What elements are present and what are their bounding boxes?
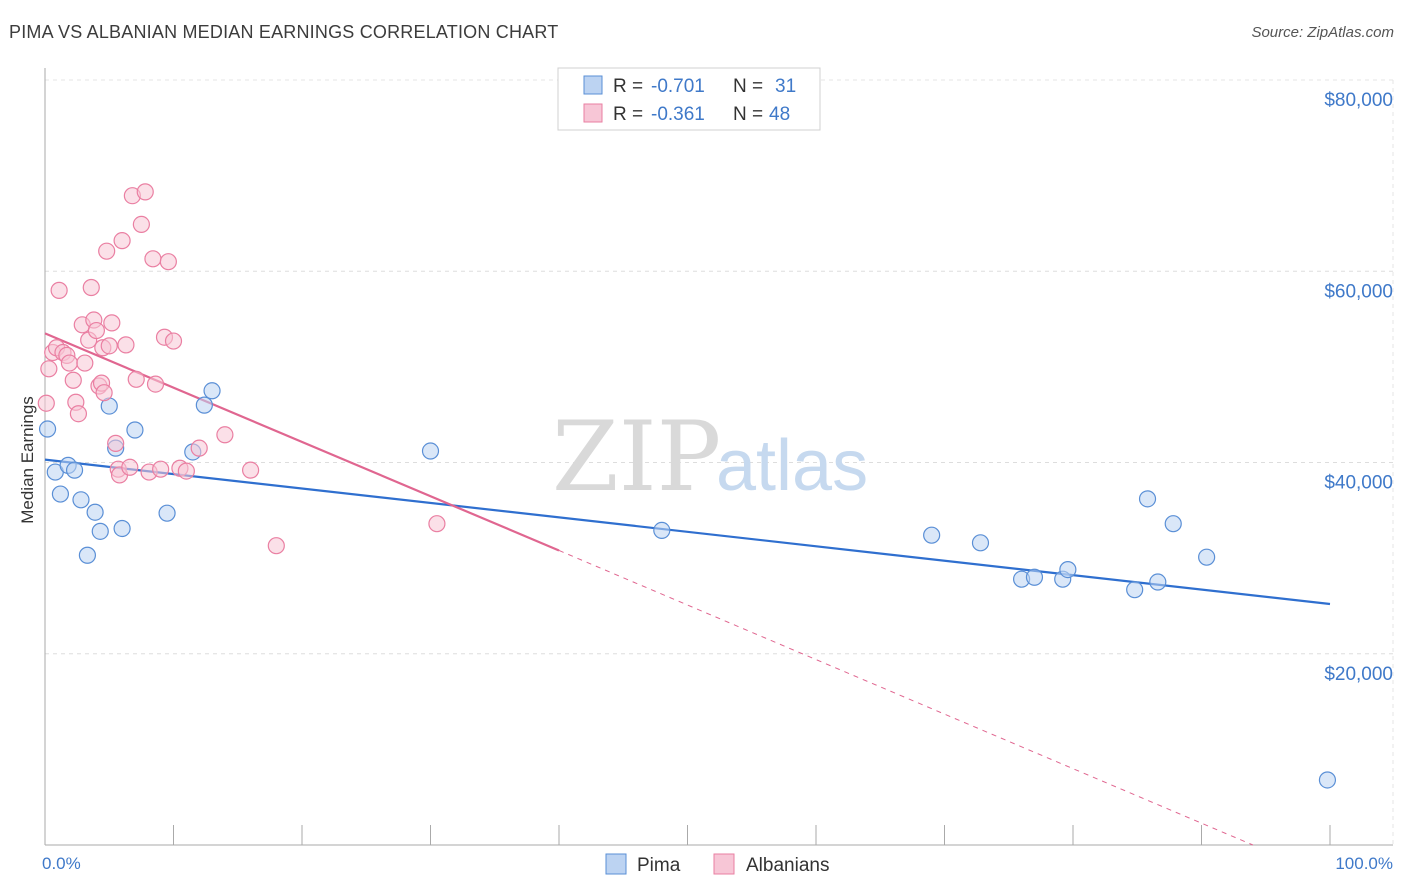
y-axis-label: Median Earnings	[18, 396, 37, 524]
source-label: Source: ZipAtlas.com	[1251, 24, 1394, 41]
trend-line-pima	[44, 458, 1331, 606]
point-pima-24	[1059, 560, 1077, 579]
legend-r-value-pima: -0.701	[651, 76, 705, 97]
point-pima-19	[923, 526, 941, 544]
legend-swatch-pima	[583, 75, 603, 95]
bottom-legend-swatch-pima	[605, 853, 627, 875]
point-albanians-33	[136, 183, 154, 201]
y-tick-labels: $20,000 $40,000 $60,000 $80,000	[1324, 90, 1393, 685]
point-albanians-0	[37, 394, 55, 412]
point-albanians-40	[164, 332, 183, 350]
point-pima-5	[72, 491, 90, 509]
trend-line-albanians	[44, 332, 560, 552]
x-tick-label-max: 100.0%	[1335, 854, 1393, 873]
point-albanians-44	[216, 426, 234, 444]
point-pima-29	[1198, 548, 1216, 566]
point-albanians-1	[40, 360, 58, 378]
legend-n-value-pima: 31	[775, 76, 796, 97]
point-albanians-7	[60, 354, 79, 372]
point-albanians-36	[146, 375, 165, 393]
point-albanians-4	[50, 281, 68, 299]
y-tick-label-20000: $20,000	[1324, 664, 1393, 685]
point-albanians-37	[152, 460, 170, 478]
point-pima-20	[971, 534, 990, 552]
chart-title: PIMA VS ALBANIAN MEDIAN EARNINGS CORRELA…	[9, 22, 559, 42]
point-pima-11	[113, 519, 131, 538]
point-albanians-16	[87, 321, 106, 340]
point-pima-25	[1126, 581, 1144, 599]
axes	[44, 68, 1393, 846]
trend-lines	[44, 332, 1331, 846]
point-albanians-24	[107, 434, 125, 452]
legend-n-value-albanians: 48	[769, 104, 790, 125]
watermark-zip: ZIP	[552, 401, 721, 513]
point-albanians-29	[121, 458, 139, 476]
y-tick-label-60000: $60,000	[1324, 281, 1393, 302]
point-pima-13	[158, 504, 176, 522]
point-albanians-32	[132, 215, 150, 233]
point-albanians-46	[267, 537, 285, 555]
watermark-atlas: atlas	[716, 426, 868, 506]
point-pima-12	[126, 421, 144, 439]
point-albanians-35	[144, 250, 162, 268]
point-pima-15	[195, 396, 213, 414]
point-pima-30	[1318, 771, 1337, 789]
point-pima-0	[38, 420, 57, 438]
point-pima-2	[51, 485, 70, 503]
y-tick-label-80000: $80,000	[1324, 90, 1393, 111]
point-pima-27	[1149, 573, 1167, 591]
point-albanians-22	[100, 337, 118, 355]
x-tick-label-min: 0.0%	[42, 854, 81, 873]
point-pima-7	[86, 503, 104, 521]
bottom-legend-label-albanians: Albanians	[746, 855, 829, 876]
legend-r-label-pima: R =	[613, 76, 643, 97]
y-tick-label-40000: $40,000	[1324, 473, 1393, 494]
point-pima-26	[1138, 490, 1157, 508]
point-albanians-10	[69, 405, 88, 423]
point-pima-6	[78, 546, 97, 564]
data-points	[37, 183, 1337, 789]
point-albanians-23	[103, 314, 121, 332]
point-albanians-43	[190, 439, 208, 457]
point-pima-18	[653, 521, 671, 539]
legend-swatch-albanians	[583, 103, 603, 123]
correlation-legend: R = -0.701 N = 31 R = -0.361 N = 48	[557, 67, 821, 131]
legend-n-label-pima: N =	[733, 76, 763, 97]
point-albanians-20	[95, 384, 113, 402]
bottom-legend-label-pima: Pima	[637, 855, 681, 876]
point-pima-8	[91, 522, 109, 540]
point-albanians-39	[159, 253, 177, 271]
legend-r-value-albanians: -0.361	[651, 104, 705, 125]
point-albanians-21	[98, 242, 116, 260]
point-pima-16	[203, 382, 221, 400]
point-albanians-12	[76, 354, 94, 372]
series-legend: Pima Albanians	[605, 853, 829, 876]
point-albanians-28	[117, 336, 135, 354]
point-pima-4	[65, 461, 84, 479]
point-albanians-42	[177, 462, 195, 480]
point-pima-28	[1164, 515, 1182, 533]
point-pima-17	[421, 442, 440, 460]
point-albanians-8	[64, 371, 82, 389]
trend-line-dashed-albanians	[558, 550, 1254, 846]
point-albanians-45	[242, 461, 260, 479]
point-pima-22	[1025, 568, 1044, 586]
point-albanians-47	[428, 515, 446, 533]
bottom-legend-swatch-albanians	[713, 853, 735, 875]
point-albanians-31	[127, 370, 145, 388]
legend-n-label-albanians: N =	[733, 104, 763, 125]
point-albanians-27	[113, 232, 131, 250]
legend-r-label-albanians: R =	[613, 104, 643, 125]
point-albanians-14	[82, 278, 100, 297]
